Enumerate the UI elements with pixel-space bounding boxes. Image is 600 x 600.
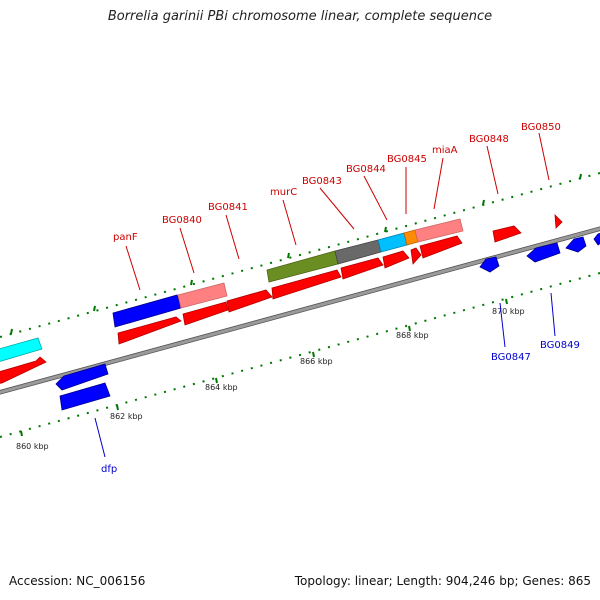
reverse-gene-arrows — [55, 232, 600, 411]
feature-band[interactable] — [0, 337, 43, 362]
gene-arrow[interactable] — [226, 289, 273, 313]
map-title: Borrelia garinii PBi chromosome linear, … — [107, 9, 493, 24]
gene-label-BG0848[interactable]: BG0848 — [469, 134, 509, 145]
scale-labels: 860 kbp 862 kbp 864 kbp 866 kbp 868 kbp … — [16, 307, 525, 451]
scale-label-868: 868 kbp — [396, 331, 429, 340]
gene-labels-forward: panF BG0840 BG0841 murC BG0843 BG0844 BG… — [113, 122, 561, 243]
gene-arrow[interactable] — [593, 232, 600, 246]
gene-label-murC[interactable]: murC — [270, 187, 297, 198]
label-leaders — [94, 132, 556, 458]
accession-text: Accession: NC_006156 — [9, 574, 146, 588]
inner-major-ticks — [20, 298, 508, 437]
gene-arrow[interactable] — [117, 316, 182, 345]
upper-feature-bands — [0, 218, 464, 362]
gene-label-BG0843[interactable]: BG0843 — [302, 176, 342, 187]
gene-label-BG0841[interactable]: BG0841 — [208, 202, 248, 213]
gene-arrow[interactable] — [340, 257, 384, 280]
forward-gene-arrows — [0, 213, 563, 384]
gene-arrow[interactable] — [565, 236, 587, 253]
gene-label-dfp[interactable]: dfp — [101, 464, 117, 475]
gene-arrow[interactable] — [59, 382, 111, 411]
scale-label-860: 860 kbp — [16, 442, 49, 451]
outer-major-ticks — [10, 173, 582, 335]
tick-dots-outer — [0, 172, 600, 338]
feature-band[interactable] — [177, 282, 228, 309]
gene-arrow[interactable] — [382, 250, 410, 269]
gene-arrow[interactable] — [419, 235, 463, 259]
gene-labels-reverse: dfp BG0847 BG0849 — [101, 340, 580, 475]
gene-label-BG0844[interactable]: BG0844 — [346, 164, 386, 175]
gene-label-panF[interactable]: panF — [113, 232, 138, 243]
gene-arrow[interactable] — [271, 269, 342, 300]
scale-label-866: 866 kbp — [300, 357, 333, 366]
gene-arrow[interactable] — [410, 247, 422, 265]
gene-label-miaA[interactable]: miaA — [432, 145, 458, 156]
scale-label-870: 870 kbp — [492, 307, 525, 316]
outer-tick-track — [0, 172, 600, 338]
gene-arrow[interactable] — [182, 301, 229, 326]
gene-label-BG0850[interactable]: BG0850 — [521, 122, 561, 133]
gene-label-BG0847[interactable]: BG0847 — [491, 352, 531, 363]
gene-arrow[interactable] — [554, 213, 563, 229]
inner-tick-track — [0, 272, 600, 438]
gene-label-BG0849[interactable]: BG0849 — [540, 340, 580, 351]
gene-arrow[interactable] — [492, 225, 522, 243]
scale-label-864: 864 kbp — [205, 383, 238, 392]
gene-arrow[interactable] — [0, 356, 47, 384]
tick-dots-inner — [0, 272, 600, 438]
gene-arrow[interactable] — [55, 363, 109, 391]
gene-label-BG0840[interactable]: BG0840 — [162, 215, 202, 226]
topology-summary: Topology: linear; Length: 904,246 bp; Ge… — [294, 574, 591, 588]
feature-band[interactable] — [377, 232, 408, 253]
gene-arrow[interactable] — [526, 242, 561, 263]
gene-arrow[interactable] — [479, 256, 500, 273]
scale-label-862: 862 kbp — [110, 412, 143, 421]
feature-band[interactable] — [414, 218, 464, 243]
chromosome-backbone — [0, 226, 600, 395]
gene-label-BG0845[interactable]: BG0845 — [387, 154, 427, 165]
